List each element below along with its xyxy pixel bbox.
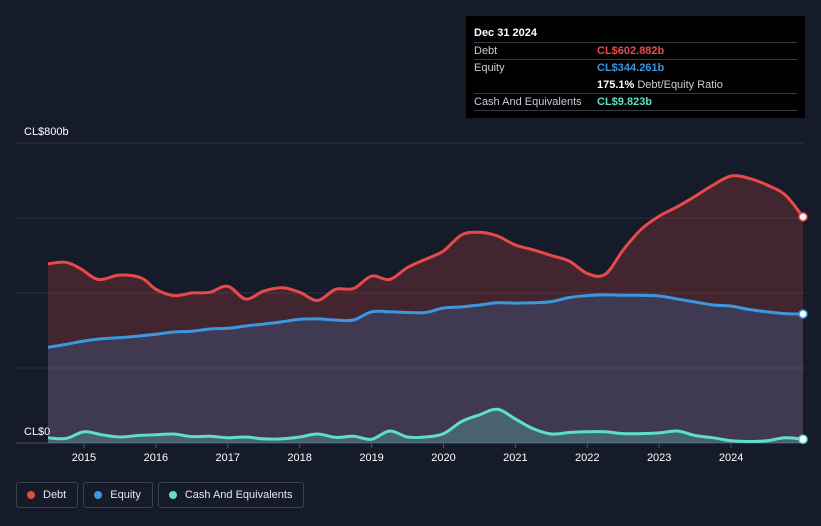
x-tick-label: 2019 bbox=[359, 452, 383, 464]
y-axis-top-label: CL$800b bbox=[24, 126, 69, 138]
legend-item-debt[interactable]: Debt bbox=[16, 482, 79, 508]
tooltip-date: Dec 31 2024 bbox=[474, 27, 537, 39]
tooltip-row-ratio: 175.1% Debt/Equity Ratio bbox=[474, 76, 797, 93]
x-tick-label: 2018 bbox=[287, 452, 311, 464]
cash-and-equivalents-area bbox=[48, 409, 803, 443]
x-axis-ticks: 2015 2016 2017 2018 2019 2020 2021 2022 2023 2024 bbox=[72, 443, 743, 464]
legend-dot-cash bbox=[168, 491, 177, 499]
equity-line bbox=[47, 293, 804, 349]
tooltip-ratio-spacer bbox=[474, 77, 597, 93]
series-lines bbox=[47, 174, 805, 443]
legend-dot-equity bbox=[94, 491, 103, 499]
tooltip-row-equity: Equity CL$344.261b bbox=[474, 59, 797, 76]
cash-and-equivalents-line bbox=[47, 407, 804, 443]
tooltip-ratio-value: 175.1% bbox=[597, 79, 635, 91]
legend-item-equity[interactable]: Equity bbox=[83, 482, 153, 508]
legend-dot-debt bbox=[27, 491, 35, 499]
x-tick-label: 2020 bbox=[431, 452, 455, 464]
tooltip-cash-value: CL$9.823b bbox=[597, 96, 653, 108]
legend-item-cash[interactable]: Cash And Equivalents bbox=[157, 482, 305, 508]
x-tick-label: 2016 bbox=[144, 452, 168, 464]
tooltip-equity-value: CL$344.261b bbox=[597, 62, 665, 74]
debt-area bbox=[48, 175, 803, 444]
x-tick-label: 2023 bbox=[647, 452, 671, 464]
tooltip-panel: Dec 31 2024 Debt CL$602.882b Equity CL$3… bbox=[466, 16, 805, 118]
grid-lines bbox=[16, 142, 805, 444]
legend-label-debt: Debt bbox=[43, 489, 67, 501]
series-areas bbox=[48, 175, 803, 444]
legend-label-cash: Cash And Equivalents bbox=[184, 489, 293, 501]
chart-legend: Debt Equity Cash And Equivalents bbox=[16, 482, 305, 508]
y-axis-bottom-label: CL$0 bbox=[24, 426, 50, 438]
debt-endpoint bbox=[798, 212, 808, 222]
x-tick-label: 2024 bbox=[719, 452, 743, 464]
tooltip-ratio-label: Debt/Equity Ratio bbox=[637, 79, 723, 91]
tooltip-debt-label: Debt bbox=[474, 45, 498, 57]
tooltip-row-cash: Cash And Equivalents CL$9.823b bbox=[474, 93, 797, 111]
tooltip-equity-label: Equity bbox=[474, 62, 505, 74]
x-tick-label: 2015 bbox=[72, 452, 96, 464]
x-tick-label: 2017 bbox=[216, 452, 240, 464]
tooltip-row-debt: Debt CL$602.882b bbox=[474, 42, 797, 59]
series-endpoints bbox=[798, 212, 808, 444]
tooltip-cash-label: Cash And Equivalents bbox=[474, 96, 582, 108]
equity-area bbox=[48, 294, 803, 443]
tooltip-debt-value: CL$602.882b bbox=[597, 45, 665, 57]
equity-endpoint bbox=[798, 309, 808, 319]
x-tick-label: 2021 bbox=[503, 452, 527, 464]
cash-and-equivalents-endpoint bbox=[798, 434, 808, 444]
x-tick-label: 2022 bbox=[575, 452, 599, 464]
legend-label-equity: Equity bbox=[110, 489, 141, 501]
debt-line bbox=[47, 174, 805, 302]
